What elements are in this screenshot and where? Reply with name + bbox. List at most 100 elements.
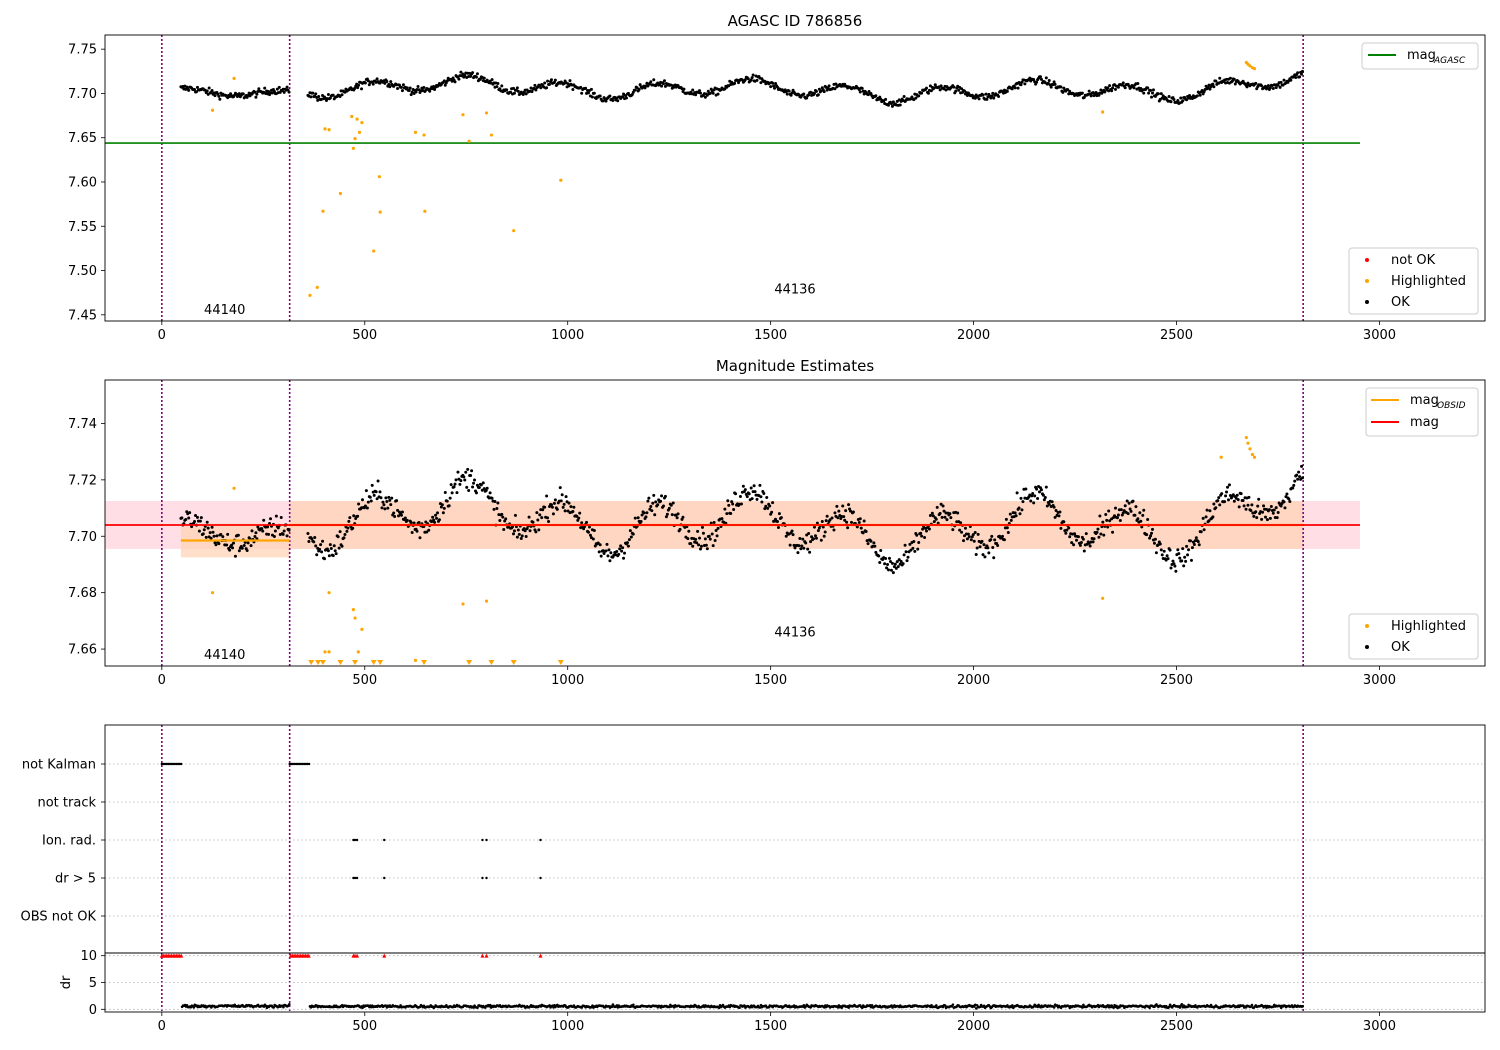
magnitude-ok-point-1: [923, 536, 927, 540]
magnitude-ok-point-1: [602, 552, 606, 556]
dr-ok-point-1: [802, 1003, 806, 1007]
agasc-ok-point-1: [549, 78, 553, 82]
dr-ok-point-1: [1148, 1006, 1151, 1010]
agasc-ok-point-1: [408, 86, 412, 90]
agasc-highlighted-point-2: [308, 293, 312, 297]
agasc-ok-point-1: [708, 91, 712, 95]
agasc-ok-point-1: [711, 91, 715, 95]
magnitude-ok-point-1: [894, 566, 898, 570]
agasc-xtick-label-6: 3000: [1363, 328, 1396, 343]
magnitude-ok-point-1: [930, 511, 934, 515]
magnitude-ok-point-1: [551, 512, 555, 516]
magnitude-ok-point-1: [345, 529, 349, 533]
magnitude-ok-point-1: [810, 535, 814, 539]
magnitude-ok-point-1: [567, 501, 571, 505]
magnitude-ok-point-0: [269, 517, 273, 521]
dr-ok-point-1: [610, 1005, 614, 1009]
magnitude-ok-point-1: [1152, 541, 1156, 545]
magnitude-ok-point-1: [1301, 476, 1305, 480]
magnitude-ok-point-0: [217, 542, 221, 546]
legend-ok-label: OK: [1391, 295, 1410, 310]
magnitude-ok-point-1: [650, 509, 654, 513]
magnitude-ok-point-1: [636, 516, 640, 520]
agasc-ok-point-1: [867, 90, 871, 94]
magnitude-ok-point-0: [266, 525, 270, 529]
magnitude-ok-point-1: [1081, 537, 1085, 541]
agasc-highlighted-point-18: [422, 133, 426, 137]
magnitude-clipped-marker-7: [421, 660, 428, 665]
magnitude-ok-point-1: [572, 505, 576, 509]
magnitude-ok-point-1: [1133, 513, 1137, 517]
legend-ok-marker: [1365, 300, 1369, 304]
magnitude-ok-point-0: [208, 531, 212, 535]
magnitude-ok-point-1: [1033, 494, 1037, 498]
magnitude-ok-point-1: [474, 491, 478, 495]
magnitude-ok-point-1: [1295, 473, 1299, 477]
magnitude-ok-point-1: [440, 503, 444, 507]
magnitude-ok-point-1: [906, 555, 910, 559]
magnitude-ok-point-1: [846, 526, 850, 530]
magnitude-ok-point-1: [383, 507, 387, 511]
magnitude-ok-point-1: [1122, 509, 1126, 513]
flag-point-2: [355, 838, 359, 842]
magnitude-ok-point-1: [835, 504, 839, 508]
magnitude-points-legend: Highlighted OK: [1348, 613, 1479, 660]
flag-point-3: [481, 876, 484, 880]
magnitude-ok-point-1: [463, 478, 467, 482]
magnitude-ok-point-1: [479, 483, 483, 487]
magnitude-ok-point-1: [934, 517, 938, 521]
agasc-ok-point-1: [1232, 77, 1236, 81]
magnitude-ok-point-1: [321, 539, 325, 543]
agasc-ok-point-1: [553, 78, 557, 82]
agasc-ok-point-1: [991, 91, 995, 95]
flag-point-0: [180, 762, 183, 766]
agasc-ok-point-1: [920, 91, 924, 95]
magnitude-ok-point-1: [1009, 518, 1013, 522]
magnitude-ok-point-1: [1018, 512, 1022, 516]
agasc-ok-point-0: [217, 94, 221, 98]
magnitude-ok-point-1: [432, 518, 436, 522]
agasc-ok-point-1: [471, 71, 475, 75]
magnitude-ok-point-1: [458, 482, 462, 486]
magnitude-ok-point-0: [195, 515, 199, 519]
agasc-highlighted-point-22: [484, 111, 489, 115]
magnitude-ok-point-1: [547, 519, 551, 523]
agasc-ok-point-1: [1260, 84, 1264, 88]
magnitude-ok-point-1: [1257, 497, 1261, 501]
magnitude-ok-point-1: [670, 513, 674, 517]
magnitude-ok-point-1: [911, 546, 915, 550]
agasc-ok-point-1: [584, 86, 588, 90]
magnitude-ok-point-1: [806, 547, 810, 551]
magnitude-ok-point-1: [1205, 508, 1209, 512]
agasc-ok-point-1: [660, 84, 664, 88]
magnitude-ok-point-0: [232, 541, 236, 545]
magnitude-ok-point-1: [447, 504, 451, 508]
magnitude-ok-point-1: [697, 543, 701, 547]
agasc-ok-point-1: [1106, 86, 1110, 90]
magnitude-ok-point-0: [184, 517, 188, 521]
magnitude-ok-point-1: [845, 520, 849, 524]
agasc-ok-point-1: [633, 88, 637, 92]
agasc-ok-point-1: [1298, 75, 1302, 79]
agasc-ok-point-1: [962, 89, 966, 93]
magnitude-ok-point-1: [669, 503, 673, 507]
dr-clipped-marker-28: [382, 953, 387, 958]
magnitude-ok-point-1: [747, 492, 751, 496]
magnitude-ok-point-1: [622, 556, 626, 560]
magnitude-ok-point-1: [935, 505, 939, 509]
magnitude-ok-point-1: [334, 552, 338, 556]
magnitude-ok-point-1: [1126, 512, 1130, 516]
agasc-ok-point-1: [453, 80, 457, 84]
magnitude-ok-point-0: [204, 535, 208, 539]
magnitude-ok-point-1: [434, 513, 438, 517]
dr-ok-point-1: [717, 1006, 721, 1010]
magnitude-ok-point-1: [830, 516, 834, 520]
agasc-ok-point-0: [218, 97, 222, 101]
magnitude-ok-point-1: [1043, 495, 1047, 499]
magnitude-ok-point-1: [480, 488, 484, 492]
magnitude-ok-point-1: [351, 526, 355, 530]
dr-ok-point-1: [1112, 1006, 1115, 1009]
magnitude-ok-point-1: [813, 534, 817, 538]
magnitude-ok-point-1: [862, 519, 866, 523]
magnitude-ok-point-1: [1105, 518, 1109, 522]
